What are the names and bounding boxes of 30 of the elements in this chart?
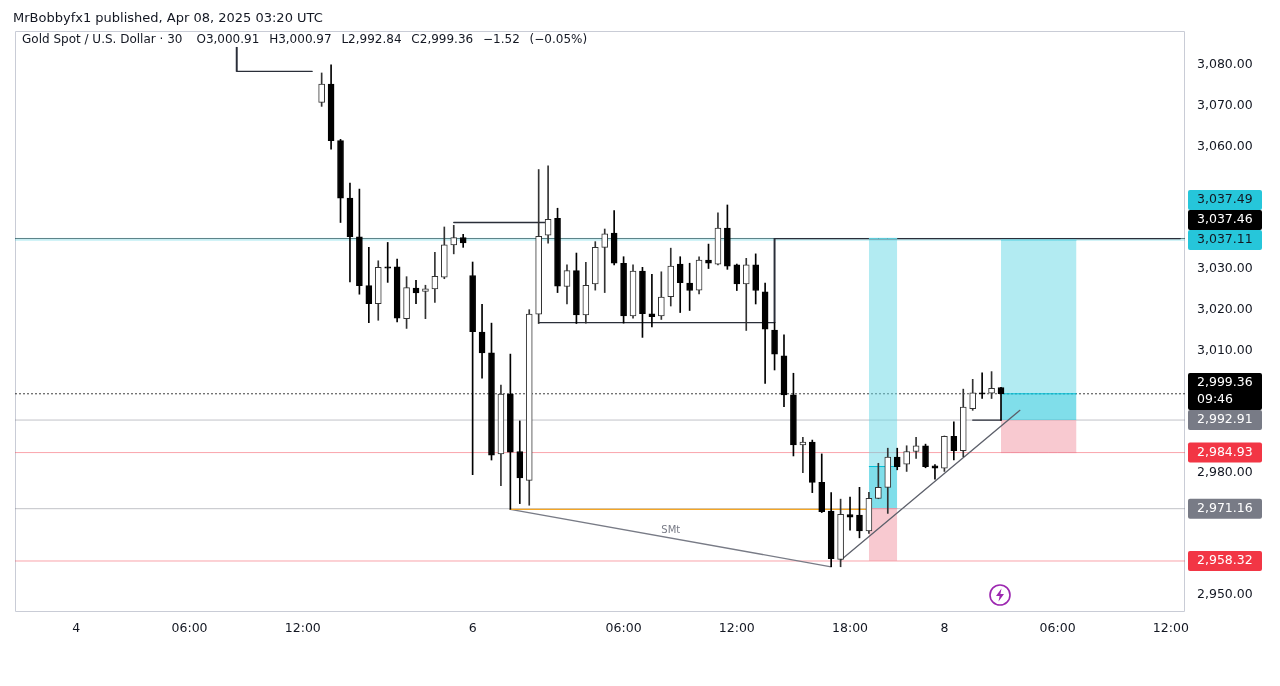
x-tick-label: 4 <box>72 619 81 635</box>
ref-line-label: 2,984.93 <box>1197 443 1253 459</box>
text: MrBobbyfx1 published, Apr 08, 2025 03:20 UTC <box>13 10 323 26</box>
ref-line-label: 2,971.16 <box>1197 499 1253 515</box>
x-tick-label: 06:00 <box>171 619 208 635</box>
chart-title: Gold Spot / U.S. Dollar · 30 <box>22 32 183 46</box>
x-tick-label: 12:00 <box>1152 619 1189 635</box>
x-tick-label: 8 <box>940 619 949 635</box>
x-tick-label: 6 <box>468 619 477 635</box>
chart-subtitle: O3,000.91 H3,000.97 L2,992.84 C2,999.36 −1.52 (−0.05%) <box>196 32 588 46</box>
y-tick-label: 3,080.00 <box>1197 56 1253 72</box>
y-tick-label: 3,010.00 <box>1197 341 1253 357</box>
x-tick-label: 12:00 <box>718 619 755 635</box>
y-tick-label: 3,060.00 <box>1197 137 1253 153</box>
y-tick-label: 3,030.00 <box>1197 260 1253 276</box>
y-tick-label: 3,020.00 <box>1197 300 1253 316</box>
series-label: SMt <box>661 523 681 535</box>
x-tick-label: 12:00 <box>284 619 321 635</box>
ref-line-label: 2,992.91 <box>1197 411 1253 427</box>
x-tick-label: 06:00 <box>605 619 642 635</box>
ref-line-label: 2,999.36 09:46 <box>1197 374 1253 407</box>
y-tick-label: 3,070.00 <box>1197 97 1253 113</box>
ref-line-label: 3,037.49 <box>1197 191 1253 207</box>
x-tick-label: 18:00 <box>832 619 869 635</box>
x-tick-label: 06:00 <box>1039 619 1076 635</box>
y-tick-label: 2,950.00 <box>1197 586 1253 602</box>
ref-line-label: 2,958.32 <box>1197 552 1253 568</box>
ref-line-label: 3,037.11 <box>1197 231 1253 247</box>
ref-line-label: 3,037.46 <box>1197 211 1253 227</box>
y-tick-label: 2,980.00 <box>1197 463 1253 479</box>
